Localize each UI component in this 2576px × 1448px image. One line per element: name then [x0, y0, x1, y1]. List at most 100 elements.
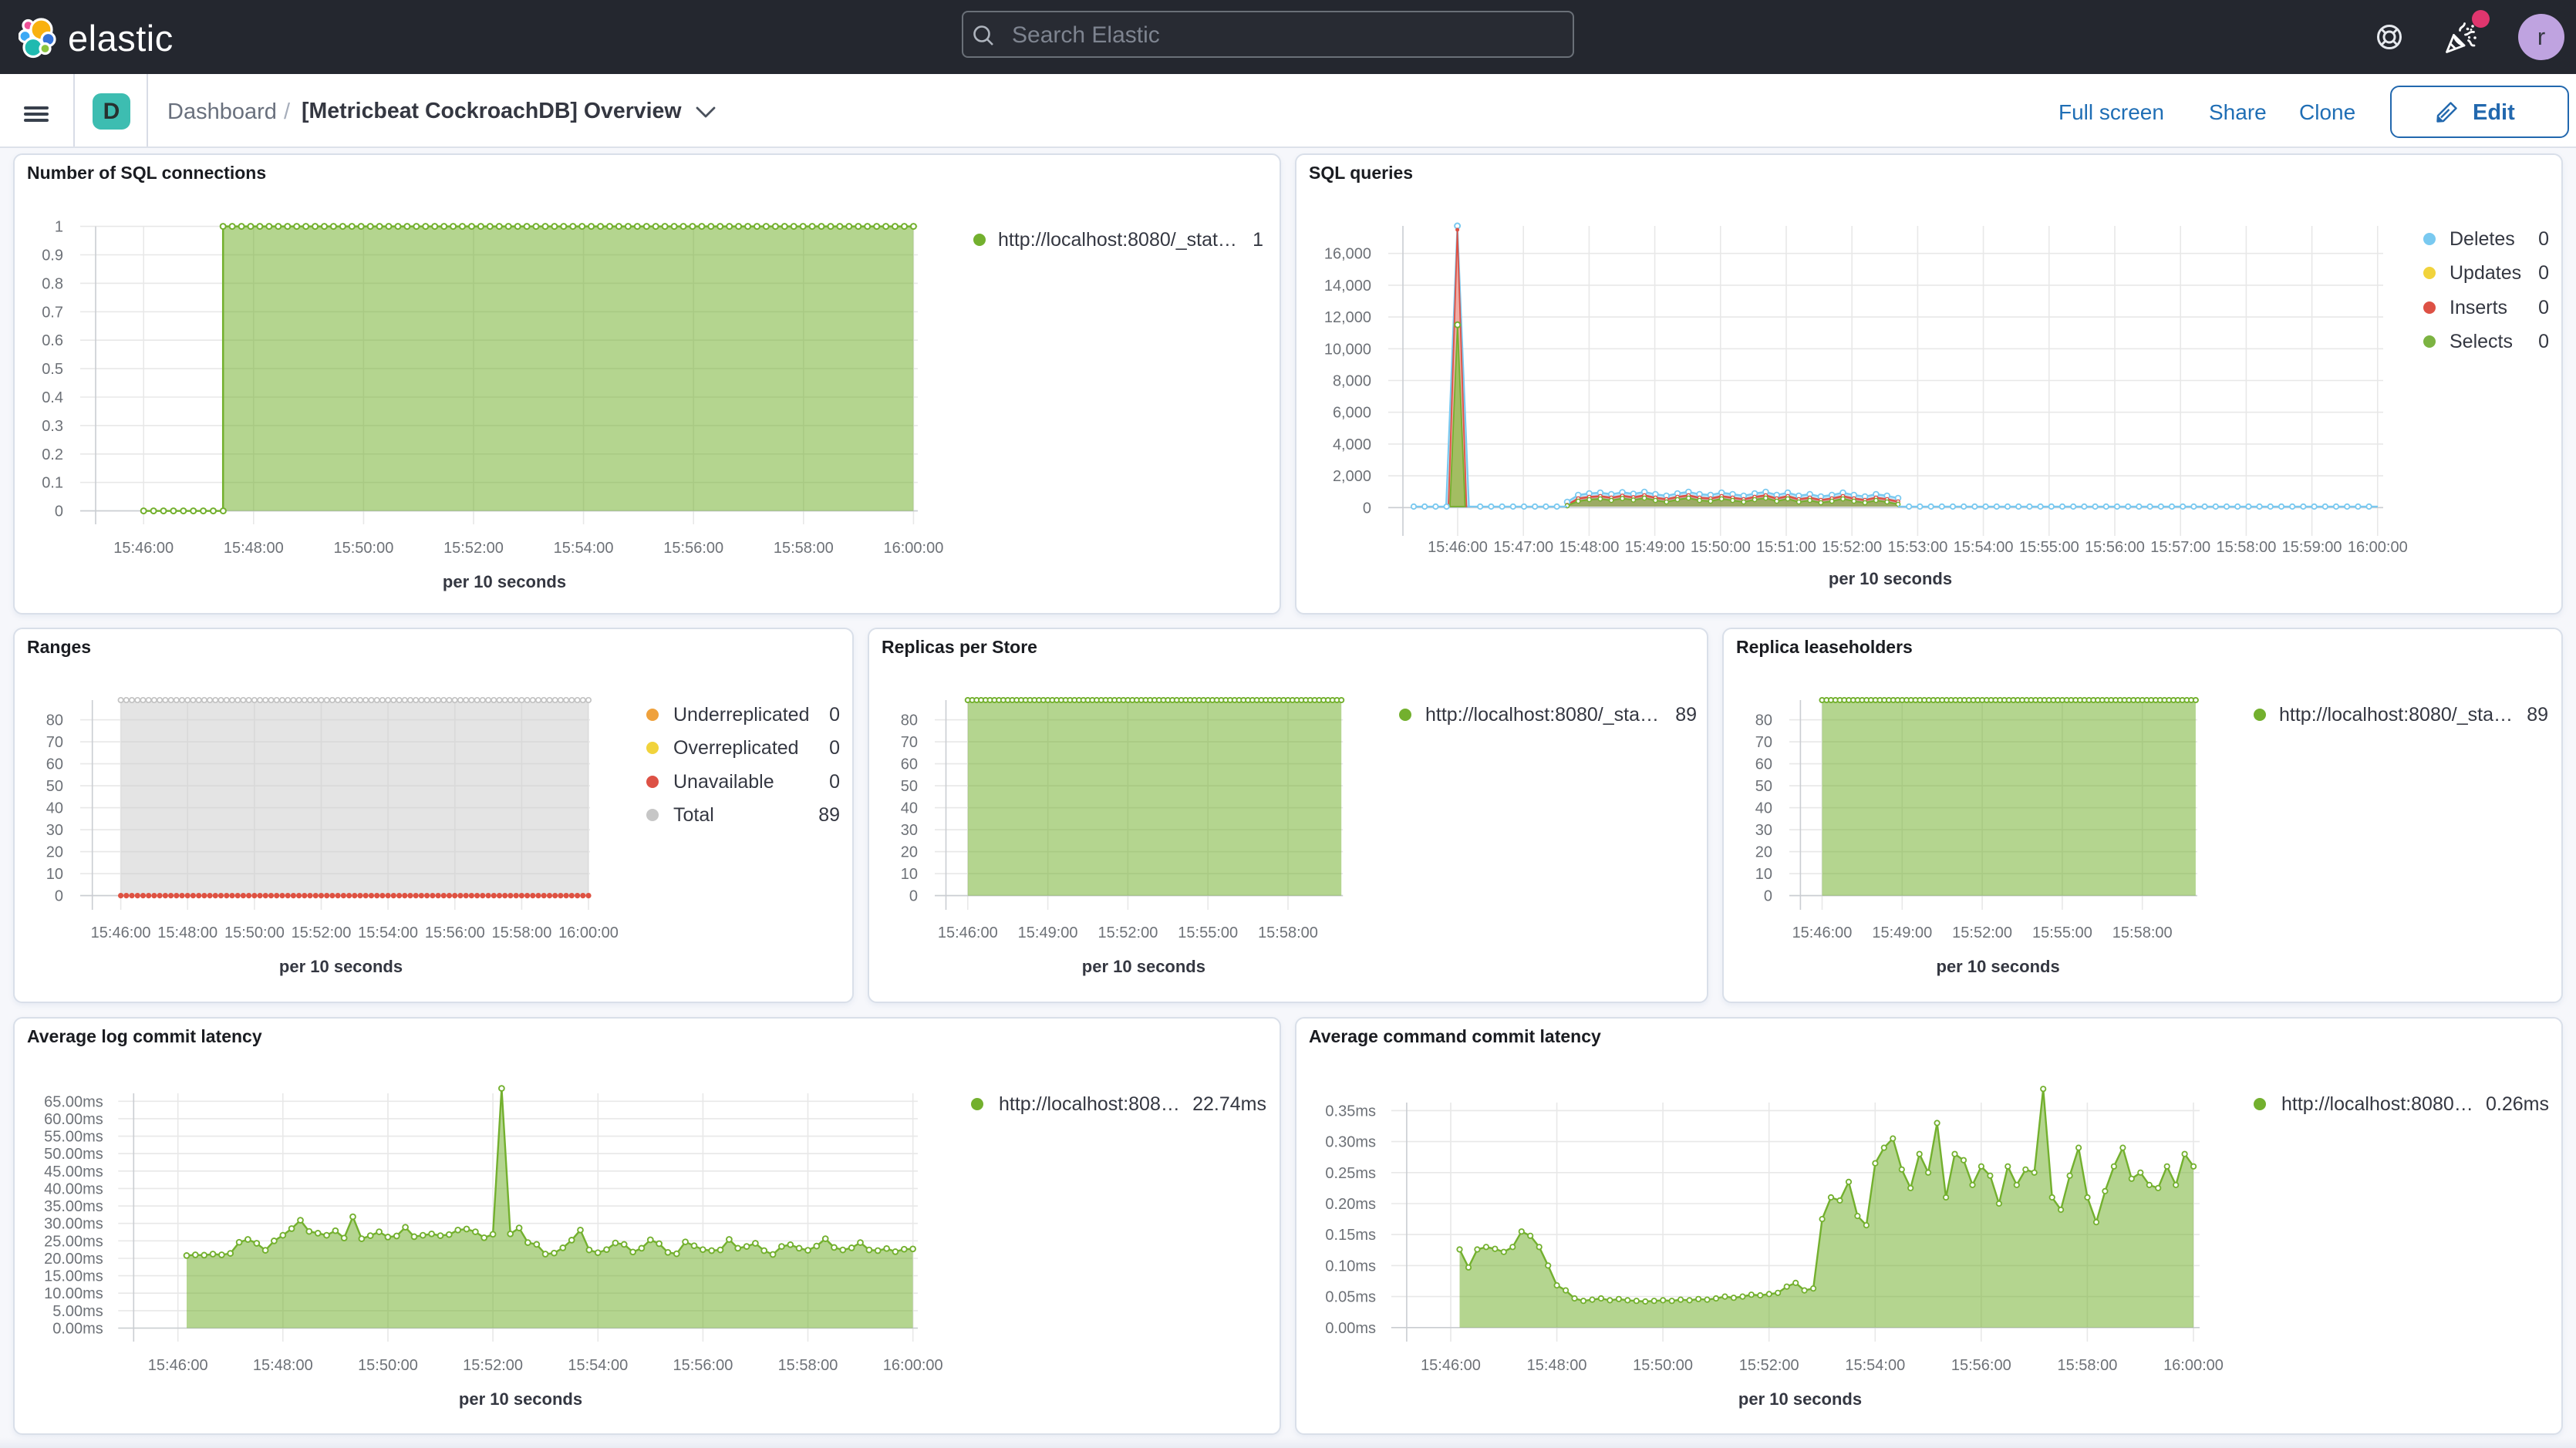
svg-text:15:54:00: 15:54:00: [1954, 539, 2014, 556]
svg-text:0: 0: [909, 888, 918, 905]
svg-text:15:58:00: 15:58:00: [1258, 924, 1318, 941]
svg-text:35.00ms: 35.00ms: [44, 1198, 103, 1215]
svg-text:15:50:00: 15:50:00: [333, 540, 393, 557]
svg-text:15:56:00: 15:56:00: [673, 1357, 733, 1374]
svg-text:20: 20: [1755, 844, 1772, 861]
svg-text:15:50:00: 15:50:00: [1691, 539, 1751, 556]
svg-text:60: 60: [901, 756, 918, 773]
svg-text:0.7: 0.7: [42, 304, 63, 321]
svg-text:0: 0: [1363, 500, 1371, 517]
svg-text:15:58:00: 15:58:00: [778, 1357, 838, 1374]
svg-text:60: 60: [46, 756, 63, 773]
svg-text:0.1: 0.1: [42, 475, 63, 492]
svg-text:15:52:00: 15:52:00: [1097, 924, 1158, 941]
svg-text:0.05ms: 0.05ms: [1325, 1289, 1376, 1306]
svg-text:45.00ms: 45.00ms: [44, 1163, 103, 1180]
svg-text:15:59:00: 15:59:00: [2282, 539, 2342, 556]
svg-text:40: 40: [901, 800, 918, 817]
svg-text:80: 80: [1755, 712, 1772, 729]
svg-text:15:56:00: 15:56:00: [1951, 1357, 2011, 1374]
svg-text:60.00ms: 60.00ms: [44, 1111, 103, 1128]
svg-text:20: 20: [901, 844, 918, 861]
svg-text:15:52:00: 15:52:00: [292, 924, 352, 941]
svg-text:per 10 seconds: per 10 seconds: [1937, 957, 2060, 976]
svg-text:14,000: 14,000: [1324, 278, 1371, 295]
svg-text:0.5: 0.5: [42, 361, 63, 378]
svg-text:15:48:00: 15:48:00: [1559, 539, 1619, 556]
svg-text:16:00:00: 16:00:00: [2348, 539, 2408, 556]
svg-text:15:46:00: 15:46:00: [148, 1357, 208, 1374]
svg-text:15:55:00: 15:55:00: [1178, 924, 1238, 941]
svg-text:0.9: 0.9: [42, 248, 63, 264]
svg-text:15:47:00: 15:47:00: [1493, 539, 1553, 556]
svg-text:0: 0: [55, 888, 63, 905]
svg-text:0.2: 0.2: [42, 446, 63, 463]
svg-text:10: 10: [901, 866, 918, 883]
svg-text:0.20ms: 0.20ms: [1325, 1196, 1376, 1213]
svg-text:0.00ms: 0.00ms: [1325, 1320, 1376, 1337]
svg-text:70: 70: [46, 734, 63, 751]
svg-text:15:46:00: 15:46:00: [91, 924, 151, 941]
svg-text:15:58:00: 15:58:00: [2112, 924, 2173, 941]
svg-text:30: 30: [46, 822, 63, 839]
svg-text:15:50:00: 15:50:00: [1633, 1357, 1693, 1374]
svg-text:30: 30: [1755, 822, 1772, 839]
svg-text:0.4: 0.4: [42, 389, 63, 406]
svg-text:10: 10: [46, 866, 63, 883]
svg-text:per 10 seconds: per 10 seconds: [1829, 569, 1952, 588]
svg-text:15:48:00: 15:48:00: [157, 924, 217, 941]
svg-text:55.00ms: 55.00ms: [44, 1129, 103, 1146]
svg-text:15:46:00: 15:46:00: [1421, 1357, 1481, 1374]
svg-text:0.30ms: 0.30ms: [1325, 1134, 1376, 1151]
svg-text:40.00ms: 40.00ms: [44, 1180, 103, 1197]
svg-text:15:56:00: 15:56:00: [425, 924, 485, 941]
svg-text:15:52:00: 15:52:00: [1952, 924, 2012, 941]
svg-text:15:50:00: 15:50:00: [358, 1357, 418, 1374]
svg-text:15:58:00: 15:58:00: [2057, 1357, 2117, 1374]
svg-text:15:58:00: 15:58:00: [491, 924, 551, 941]
svg-text:15:58:00: 15:58:00: [774, 540, 834, 557]
svg-text:15:57:00: 15:57:00: [2150, 539, 2210, 556]
svg-text:15:55:00: 15:55:00: [2032, 924, 2092, 941]
svg-text:80: 80: [901, 712, 918, 729]
svg-text:20: 20: [46, 844, 63, 861]
svg-text:50: 50: [46, 778, 63, 795]
svg-text:15:49:00: 15:49:00: [1625, 539, 1685, 556]
svg-text:15:46:00: 15:46:00: [938, 924, 998, 941]
svg-text:70: 70: [901, 734, 918, 751]
svg-text:15:52:00: 15:52:00: [463, 1357, 523, 1374]
svg-text:15:54:00: 15:54:00: [554, 540, 614, 557]
svg-text:15:52:00: 15:52:00: [1739, 1357, 1799, 1374]
svg-text:15:50:00: 15:50:00: [224, 924, 285, 941]
svg-text:0: 0: [55, 503, 63, 520]
svg-text:16:00:00: 16:00:00: [883, 540, 943, 557]
svg-text:8,000: 8,000: [1333, 373, 1371, 390]
svg-text:12,000: 12,000: [1324, 309, 1371, 326]
svg-text:4,000: 4,000: [1333, 436, 1371, 453]
svg-text:15:48:00: 15:48:00: [253, 1357, 313, 1374]
svg-text:15:46:00: 15:46:00: [1792, 924, 1853, 941]
svg-text:15:48:00: 15:48:00: [1527, 1357, 1587, 1374]
svg-text:15:54:00: 15:54:00: [358, 924, 418, 941]
svg-text:15:54:00: 15:54:00: [1845, 1357, 1905, 1374]
svg-text:15.00ms: 15.00ms: [44, 1268, 103, 1285]
svg-text:15:51:00: 15:51:00: [1756, 539, 1816, 556]
svg-text:0.15ms: 0.15ms: [1325, 1227, 1376, 1244]
svg-text:per 10 seconds: per 10 seconds: [279, 957, 403, 976]
svg-text:per 10 seconds: per 10 seconds: [1082, 957, 1205, 976]
svg-text:15:56:00: 15:56:00: [663, 540, 723, 557]
svg-text:0.35ms: 0.35ms: [1325, 1103, 1376, 1120]
svg-text:15:48:00: 15:48:00: [224, 540, 284, 557]
svg-text:15:53:00: 15:53:00: [1887, 539, 1947, 556]
svg-text:15:58:00: 15:58:00: [2216, 539, 2276, 556]
svg-text:40: 40: [1755, 800, 1772, 817]
svg-text:15:46:00: 15:46:00: [113, 540, 174, 557]
svg-text:5.00ms: 5.00ms: [52, 1303, 103, 1320]
svg-text:0.3: 0.3: [42, 418, 63, 435]
svg-text:1: 1: [55, 219, 63, 236]
svg-text:50.00ms: 50.00ms: [44, 1146, 103, 1163]
svg-text:30: 30: [901, 822, 918, 839]
svg-text:0.6: 0.6: [42, 332, 63, 349]
svg-text:16:00:00: 16:00:00: [558, 924, 619, 941]
svg-text:0.25ms: 0.25ms: [1325, 1165, 1376, 1182]
